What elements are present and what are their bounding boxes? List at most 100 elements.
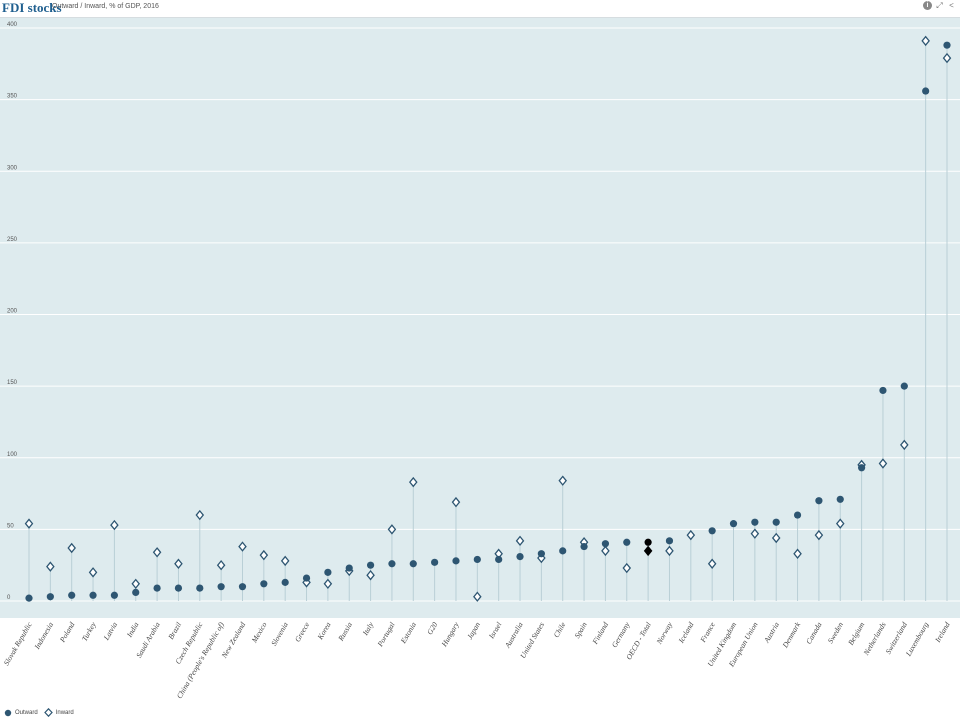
inward-point: [195, 509, 205, 521]
inward-point: [152, 547, 162, 558]
outward-point: [708, 527, 716, 535]
x-category-label: Canada: [804, 620, 824, 645]
x-category-label: Hungary: [439, 620, 461, 649]
inward-point: [537, 552, 546, 564]
y-tick-label: 100: [7, 452, 18, 458]
x-category-label: Estonia: [398, 620, 418, 645]
inward-point: [558, 475, 568, 486]
outward-point: [836, 495, 844, 503]
chart-legend: Outward Inward: [4, 708, 74, 717]
inward-point: [665, 545, 674, 557]
inward-point: [814, 529, 824, 541]
inward-point: [131, 578, 141, 590]
outward-point: [217, 583, 225, 591]
outward-point: [665, 537, 674, 545]
inward-point: [601, 545, 610, 557]
outward-point: [153, 584, 161, 592]
inward-point: [24, 518, 34, 529]
inward-point: [921, 35, 930, 47]
outward-point: [537, 550, 545, 558]
chart-header: FDI stocks Outward / Inward, % of GDP, 2…: [0, 0, 960, 18]
x-category-label: Chile: [552, 620, 568, 639]
outward-point: [409, 560, 417, 568]
inward-point: [771, 532, 781, 544]
outward-point: [943, 41, 951, 49]
x-category-label: Portugal: [375, 621, 397, 649]
chart-subtitle: Outward / Inward, % of GDP, 2016: [52, 3, 159, 10]
outward-marker-icon: [4, 709, 12, 716]
outward-point: [174, 584, 183, 592]
y-tick-label: 250: [7, 237, 18, 243]
outward-point: [879, 386, 887, 395]
outward-point: [922, 87, 930, 95]
x-category-label: Mexico: [249, 620, 268, 645]
outward-point: [388, 560, 396, 568]
x-category-label: Spain: [572, 620, 588, 640]
legend-item-outward[interactable]: Outward: [4, 709, 38, 717]
inward-point: [280, 555, 290, 567]
outward-point: [132, 588, 140, 597]
legend-item-inward[interactable]: Inward: [43, 708, 74, 717]
x-category-label: Austria: [762, 620, 781, 645]
x-category-label: Indonesia: [32, 620, 55, 651]
inward-point: [238, 541, 247, 552]
y-tick-label: 200: [7, 309, 18, 315]
y-tick-label: 150: [7, 380, 18, 386]
outward-point: [729, 520, 738, 528]
x-category-label: Latvia: [101, 620, 119, 642]
outward-point: [366, 561, 375, 569]
outward-point: [302, 574, 311, 582]
outward-point: [644, 538, 652, 546]
y-tick-label: 50: [7, 523, 14, 529]
inward-point: [216, 559, 226, 571]
x-category-label: Brazil: [166, 621, 183, 641]
plot-area: [0, 18, 960, 618]
inward-point: [259, 549, 269, 561]
x-category-label: Denmark: [780, 620, 803, 650]
x-category-label: Korea: [315, 620, 333, 642]
outward-point: [793, 511, 802, 519]
inward-point: [622, 562, 632, 574]
x-category-label: Greece: [293, 620, 312, 644]
y-tick-label: 350: [7, 94, 18, 100]
outward-point: [89, 591, 97, 599]
inward-point: [686, 529, 696, 541]
x-category-label: Italy: [360, 620, 376, 638]
x-category-label: Japan: [465, 620, 482, 641]
outward-point: [772, 518, 780, 526]
outward-point: [473, 555, 481, 564]
outward-point: [281, 578, 289, 586]
outward-point: [495, 555, 503, 564]
outward-point: [601, 540, 610, 548]
x-category-label: G20: [425, 620, 439, 636]
info-icon[interactable]: i: [923, 1, 932, 10]
x-category-label: Poland: [57, 620, 76, 644]
inward-point: [88, 567, 98, 578]
y-tick-label: 400: [7, 22, 18, 28]
inward-point: [323, 578, 333, 590]
outward-point: [815, 497, 823, 505]
share-icon[interactable]: <: [949, 1, 954, 10]
x-category-label: France: [698, 620, 717, 645]
x-category-label: Slovenia: [269, 620, 290, 647]
x-category-label: Germany: [610, 620, 632, 649]
outward-point: [238, 583, 247, 591]
outward-point: [68, 591, 76, 599]
y-tick-label: 300: [7, 165, 18, 171]
chart-toolbar: i ⤢ <: [923, 1, 956, 10]
expand-icon[interactable]: ⤢: [936, 1, 943, 10]
inward-point: [67, 542, 76, 554]
outward-point: [110, 591, 118, 599]
outward-point: [324, 568, 332, 576]
x-category-label: Turkey: [80, 620, 98, 643]
inward-point: [473, 591, 482, 602]
inward-point: [387, 524, 397, 535]
legend-label-outward: Outward: [15, 709, 38, 716]
inward-point: [707, 558, 717, 569]
inward-point: [302, 577, 311, 588]
y-tick-label: 0: [7, 595, 11, 601]
outward-point: [751, 518, 759, 526]
outward-point: [900, 382, 908, 390]
inward-point: [835, 518, 845, 529]
